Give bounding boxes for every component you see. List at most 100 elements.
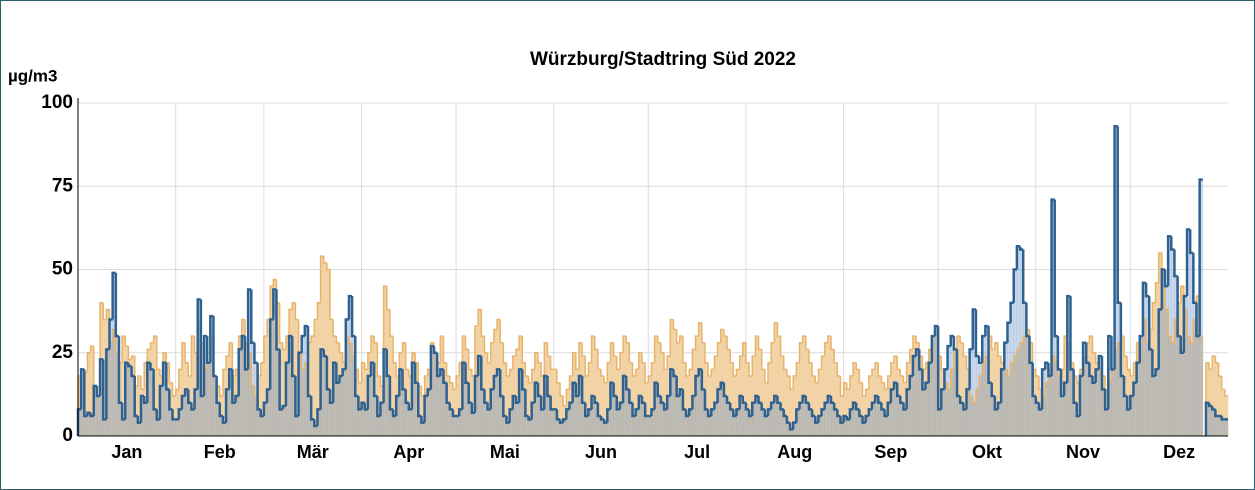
day-area	[415, 362, 419, 436]
day-area	[812, 376, 816, 436]
day-area	[430, 346, 435, 436]
day-area	[159, 386, 164, 436]
day-area	[459, 362, 463, 436]
day-area	[434, 352, 438, 436]
day-area	[963, 356, 967, 436]
day-area	[1133, 362, 1137, 436]
day-step	[726, 336, 731, 351]
day-area	[493, 376, 498, 436]
y-tick-label: 75	[52, 175, 74, 196]
day-area	[191, 336, 195, 436]
day-area	[563, 406, 567, 436]
day-area	[938, 356, 942, 436]
day-area	[465, 349, 469, 436]
day-area	[462, 362, 466, 436]
day-area	[295, 416, 299, 436]
day-area	[960, 342, 964, 436]
day-area	[144, 362, 148, 436]
day-area	[386, 309, 391, 436]
day-step	[616, 356, 620, 371]
day-area	[878, 376, 882, 436]
day-area	[317, 302, 321, 436]
day-step	[663, 352, 668, 371]
day-area	[197, 319, 202, 436]
day-area	[556, 382, 561, 436]
day-step	[452, 382, 457, 391]
day-area	[229, 369, 233, 436]
day-step	[152, 335, 157, 343]
day-area	[1152, 302, 1156, 436]
day-area	[626, 389, 630, 436]
day-area	[241, 319, 246, 436]
day-area	[780, 409, 785, 436]
day-area	[402, 389, 406, 436]
day-area	[727, 402, 731, 436]
day-area	[134, 386, 139, 436]
day-area	[1095, 369, 1100, 436]
day-area	[664, 369, 668, 436]
day-area	[749, 416, 753, 436]
day-area	[928, 362, 933, 436]
day-area	[585, 376, 589, 436]
day-step	[1016, 348, 1021, 357]
day-area	[1095, 362, 1100, 436]
day-area	[260, 362, 265, 436]
day-step	[89, 345, 94, 353]
day-area	[597, 369, 602, 436]
day-step	[748, 362, 753, 377]
day-area	[1020, 342, 1024, 436]
day-area	[1045, 362, 1049, 436]
day-area	[1117, 302, 1122, 436]
day-area	[991, 396, 996, 436]
day-area	[424, 376, 429, 436]
day-area	[764, 382, 769, 436]
day-area	[427, 389, 432, 436]
day-area	[1048, 369, 1052, 436]
day-step	[905, 361, 910, 383]
x-tick-label: Mär	[297, 442, 329, 462]
day-area	[560, 422, 564, 436]
day-area	[191, 409, 195, 436]
day-area	[367, 352, 372, 436]
day-step	[786, 369, 791, 377]
day-area	[213, 376, 217, 436]
day-area	[610, 382, 614, 436]
day-step	[449, 376, 453, 384]
day-area	[912, 336, 917, 436]
day-area	[497, 319, 501, 436]
day-area	[1057, 376, 1062, 436]
day-area	[575, 396, 580, 436]
day-area	[632, 416, 636, 436]
day-area	[1098, 356, 1103, 436]
day-area	[1215, 362, 1219, 436]
day-area	[1054, 362, 1059, 436]
day-area	[660, 402, 665, 436]
day-area	[846, 389, 851, 436]
day-area	[323, 262, 328, 436]
day-step	[773, 322, 778, 343]
day-step	[814, 376, 819, 384]
day-area	[235, 369, 239, 436]
day-area	[1124, 396, 1128, 436]
day-area	[474, 326, 479, 436]
day-area	[979, 362, 983, 436]
day-area	[553, 369, 558, 436]
day-area	[802, 396, 807, 436]
day-area	[1035, 402, 1040, 436]
day-step	[751, 355, 756, 377]
day-area	[534, 352, 539, 436]
day-area	[443, 382, 447, 436]
day-area	[1105, 409, 1109, 436]
day-area	[1108, 336, 1112, 436]
day-area	[1187, 336, 1191, 436]
day-step	[174, 388, 179, 397]
day-area	[780, 356, 785, 436]
day-area	[78, 376, 82, 436]
day-step	[432, 346, 438, 354]
day-step	[738, 355, 743, 370]
day-area	[824, 342, 829, 436]
day-area	[957, 336, 961, 436]
day-area	[664, 409, 668, 436]
day-area	[339, 352, 343, 436]
day-area	[988, 336, 992, 436]
